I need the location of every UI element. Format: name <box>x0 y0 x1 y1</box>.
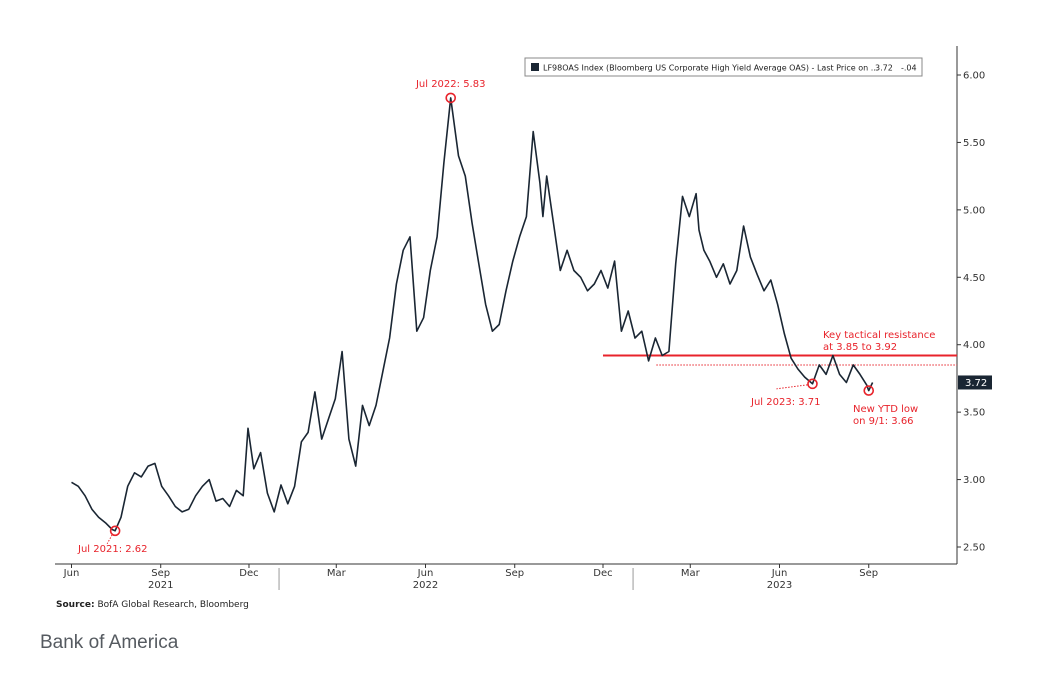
x-tick-label: Jun <box>417 568 434 579</box>
annotation-label-1: New YTD low <box>853 404 918 415</box>
x-year-label: 2022 <box>413 580 438 591</box>
x-tick-label: Sep <box>505 568 524 579</box>
x-year-label: 2023 <box>767 580 792 591</box>
y-tick-label: 5.00 <box>963 205 985 216</box>
x-tick-label: Mar <box>327 568 347 579</box>
legend-change: -.04 <box>901 64 917 73</box>
last-value-box <box>958 375 992 390</box>
legend: LF98OAS Index (Bloomberg US Corporate Hi… <box>524 57 923 77</box>
x-tick-label: Dec <box>593 568 612 579</box>
source-text: BofA Global Research, Bloomberg <box>97 600 249 610</box>
x-tick-label: Sep <box>859 568 878 579</box>
resistance-label-1: Key tactical resistance <box>823 330 935 341</box>
annotation-label-2: on 9/1: 3.66 <box>853 416 914 427</box>
last-value-tag: 3.72 <box>958 375 992 390</box>
axes <box>55 46 958 565</box>
annotations: Jul 2021: 2.62 Jul 2022: 5.83 Jul 2023: 3.… <box>77 79 918 555</box>
last-value-label: 3.72 <box>965 378 987 389</box>
annotation-marker <box>109 525 121 537</box>
annotation-label: Jul 2021: 2.62 <box>77 544 148 555</box>
annotation-label: Jul 2022: 5.83 <box>415 79 486 90</box>
y-tick-label: 4.00 <box>963 340 985 351</box>
legend-label: LF98OAS Index (Bloomberg US Corporate Hi… <box>543 64 878 73</box>
x-tick-label: Sep <box>151 568 170 579</box>
annotation-marker <box>445 92 457 104</box>
y-tick-label: 4.50 <box>963 273 985 284</box>
legend-swatch <box>531 63 539 71</box>
y-tick-label: 2.50 <box>963 543 985 554</box>
annotation-label: Jul 2023: 3.71 <box>750 397 821 408</box>
x-tick-label: Dec <box>239 568 258 579</box>
y-tick-label: 6.00 <box>963 71 985 82</box>
annotation-marker <box>863 385 875 396</box>
x-tick-label: Jun <box>63 568 80 579</box>
resistance-label-2: at 3.85 to 3.92 <box>823 342 897 353</box>
y-tick-label: 5.50 <box>963 138 985 149</box>
legend-last: 3.72 <box>875 64 893 73</box>
y-ticks: 6.00 5.50 5.00 4.50 4.00 3.50 3.00 2.50 <box>957 71 985 554</box>
annotation-marker <box>807 378 818 390</box>
annotation-leader <box>776 384 808 390</box>
x-tick-label: Jun <box>771 568 788 579</box>
x-tick-label: Mar <box>681 568 701 579</box>
y-tick-label: 3.50 <box>963 408 985 419</box>
credit: Bank of America <box>40 632 179 653</box>
annotation-leader <box>106 534 113 545</box>
series-line <box>71 97 874 532</box>
source-label: Source: <box>56 600 95 610</box>
y-tick-label: 3.00 <box>963 475 985 486</box>
legend-box <box>524 57 923 77</box>
source-note: Source: BofA Global Research, Bloomberg <box>56 600 249 610</box>
x-year-label: 2021 <box>148 580 173 591</box>
